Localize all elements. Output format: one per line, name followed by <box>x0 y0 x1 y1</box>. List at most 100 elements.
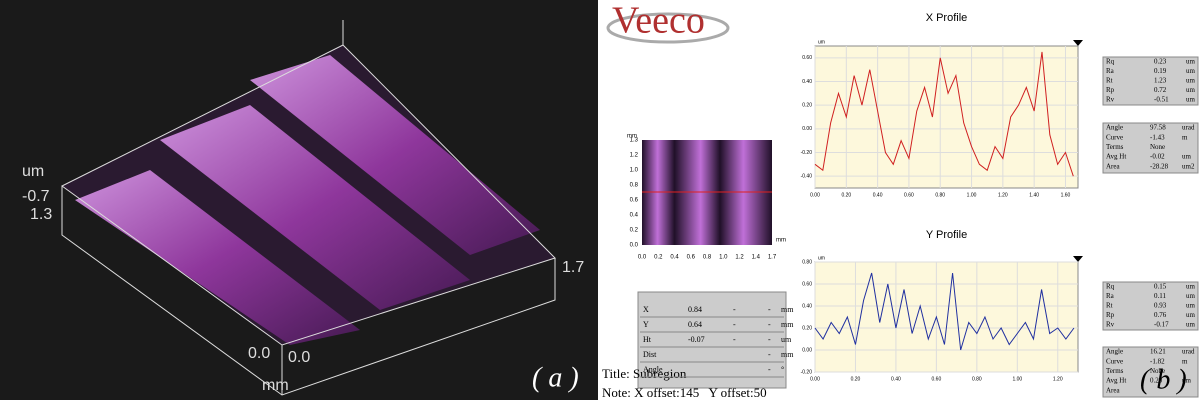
table-cell: um <box>1186 67 1196 75</box>
table-cell: Avg Ht <box>1106 153 1126 161</box>
table-cell: -0.02 <box>1150 153 1165 161</box>
x-tick-label: 0.80 <box>935 192 945 198</box>
table-cell: um2 <box>1182 162 1195 170</box>
x-tick-label: 0.80 <box>972 376 982 382</box>
y-tick-label: 0.20 <box>802 102 812 108</box>
table-cell: mm <box>781 305 794 314</box>
table-cell: mm <box>781 320 794 329</box>
table-cell: 16.21 <box>1150 348 1166 356</box>
table-cell: um <box>1186 96 1196 104</box>
map-x-tick: 0.4 <box>670 255 679 261</box>
table-cell: -28.28 <box>1150 162 1169 170</box>
table-cell: Rt <box>1106 77 1113 85</box>
panel-tag: ( a ) <box>532 362 579 393</box>
table-cell: Area <box>1106 162 1120 170</box>
table-cell: Ht <box>643 335 652 344</box>
x-tick-label: 0.20 <box>851 376 861 382</box>
table-cell: 0.20 <box>1150 377 1163 385</box>
table-cell: um <box>1186 311 1196 319</box>
stats-box <box>1103 282 1198 330</box>
z-unit: um <box>22 163 44 180</box>
map-unit-x: mm <box>776 238 786 244</box>
y-tick-label: -0.20 <box>801 369 813 375</box>
table-cell: None <box>1150 143 1165 151</box>
table-cell: Rq <box>1106 283 1115 291</box>
map-y-tick: 0.6 <box>630 198 639 204</box>
table-cell: 0.76 <box>1154 311 1167 319</box>
table-cell: Angle <box>1106 348 1123 356</box>
table-cell: 0.64 <box>688 320 702 329</box>
table-cell: - <box>768 320 771 329</box>
table-cell: 0.84 <box>688 305 702 314</box>
table-cell: um <box>1186 58 1196 66</box>
table-cell: Dist <box>643 350 657 359</box>
table-cell: - <box>768 305 771 314</box>
table-cell: Curve <box>1106 357 1123 365</box>
table-cell: um <box>1186 86 1196 94</box>
table-cell: Y <box>643 320 649 329</box>
table-cell: Rp <box>1106 311 1115 319</box>
y-max: 1.3 <box>30 206 52 223</box>
table-cell: um <box>1186 283 1196 291</box>
page: um -0.7 1.3 1.7 0.0 0.0 mm ( a ) Veeco m… <box>0 0 1200 400</box>
map-y-tick: 0.2 <box>630 228 639 234</box>
table-cell: Angle <box>1106 124 1123 132</box>
table-cell: um <box>1186 77 1196 85</box>
y-tick-label: 0.20 <box>802 325 812 331</box>
table-cell: um <box>1182 377 1192 385</box>
map-x-tick: 0.0 <box>638 255 647 261</box>
z-min: -0.7 <box>22 188 50 205</box>
profile-title: Y Profile <box>926 229 967 241</box>
table-cell: Curve <box>1106 133 1123 141</box>
y-unit: um <box>818 255 825 261</box>
table-cell: 97.58 <box>1150 124 1166 132</box>
y-tick-label: -0.20 <box>801 150 813 156</box>
x-tick-label: 1.20 <box>1053 376 1063 382</box>
y-unit: um <box>818 39 825 45</box>
table-cell: m <box>1182 133 1188 141</box>
map-x-tick: 0.2 <box>654 255 663 261</box>
table-cell: -1.82 <box>1150 357 1165 365</box>
table-cell: - <box>768 335 771 344</box>
table-cell: um <box>1186 321 1196 329</box>
table-cell: urad <box>1182 124 1195 132</box>
y-tick-label: 0.00 <box>802 347 812 353</box>
plot-area <box>815 46 1078 188</box>
y-tick-label: 0.40 <box>802 79 812 85</box>
logo: Veeco <box>612 0 705 42</box>
table-cell: Ra <box>1106 67 1115 75</box>
map-x-tick: 0.6 <box>687 255 696 261</box>
x-tick-label: 1.00 <box>1012 376 1022 382</box>
x-tick-label: 0.40 <box>873 192 883 198</box>
table-cell: um <box>1186 292 1196 300</box>
table-cell: mm <box>781 350 794 359</box>
y-tick-label: 0.60 <box>802 55 812 61</box>
y-tick-label: 0.00 <box>802 126 812 132</box>
origin-y: 0.0 <box>248 345 270 362</box>
table-cell: - <box>733 320 736 329</box>
map-x-tick: 1.0 <box>719 255 728 261</box>
table-cell: 1.23 <box>1154 77 1167 85</box>
table-cell: -0.51 <box>1154 96 1169 104</box>
table-cell: ° <box>781 365 784 374</box>
table-cell: Rq <box>1106 58 1115 66</box>
table-cell: um <box>1182 153 1192 161</box>
table-cell: 0.19 <box>1154 67 1167 75</box>
map-x-tick: 1.2 <box>735 255 744 261</box>
x-tick-label: 0.60 <box>932 376 942 382</box>
x-tick-label: 0.00 <box>810 376 820 382</box>
table-cell: m <box>1182 357 1188 365</box>
table-cell: Ra <box>1106 292 1115 300</box>
table-cell: Avg Ht <box>1106 377 1126 385</box>
table-cell: Terms <box>1106 367 1124 375</box>
map-y-tick: 1.2 <box>630 153 639 159</box>
x-tick-label: 1.60 <box>1061 192 1071 198</box>
plot-area <box>815 262 1078 372</box>
table-cell: Angle <box>643 365 663 374</box>
table-cell: None <box>1150 367 1165 375</box>
table-cell: um <box>781 335 792 344</box>
table-cell: Area <box>1106 386 1120 394</box>
table-cell: -1.43 <box>1150 133 1165 141</box>
map-y-tick: 1.0 <box>630 168 639 174</box>
x-tick-label: 1.20 <box>998 192 1008 198</box>
